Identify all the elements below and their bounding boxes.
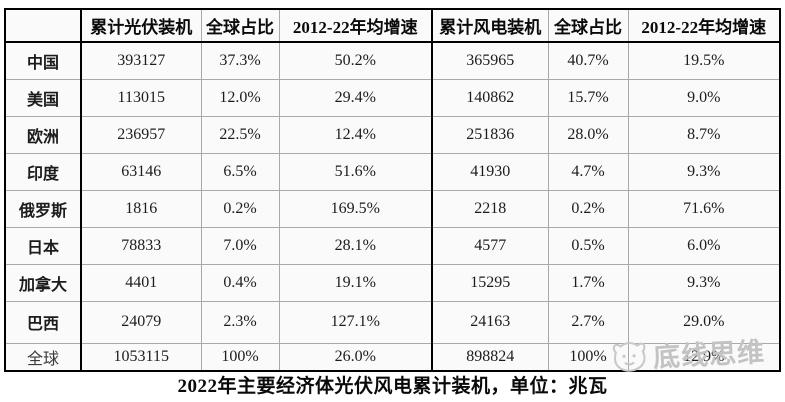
cell-wind-capacity: 140862 xyxy=(431,78,549,117)
cell-wind-growth: 29.0% xyxy=(627,300,781,344)
cell-wind-share: 28.0% xyxy=(547,115,629,154)
row-label: 巴西 xyxy=(4,300,82,344)
cell-pv-share: 6.5% xyxy=(200,152,280,191)
cell-pv-growth: 28.1% xyxy=(278,226,433,265)
cell-pv-share: 0.2% xyxy=(200,189,280,228)
column-header-wind-share: 全球占比 xyxy=(547,8,629,43)
cell-wind-capacity: 365965 xyxy=(431,41,549,80)
cell-wind-share: 0.5% xyxy=(547,226,629,265)
cell-wind-capacity: 251836 xyxy=(431,115,549,154)
cell-wind-share: 15.7% xyxy=(547,78,629,117)
column-header-wind-capacity: 累计风电装机 xyxy=(431,8,549,43)
cell-wind-growth: 19.5% xyxy=(627,41,781,80)
cell-wind-growth: 9.3% xyxy=(627,152,781,191)
cell-pv-growth: 169.5% xyxy=(278,189,433,228)
cell-wind-capacity: 898824 xyxy=(431,342,549,372)
data-table: 累计光伏装机 全球占比 2012-22年均增速 累计风电装机 全球占比 2012… xyxy=(4,8,781,372)
row-label: 中国 xyxy=(4,41,82,80)
cell-wind-share: 2.7% xyxy=(547,300,629,344)
row-label: 欧洲 xyxy=(4,115,82,154)
row-label: 印度 xyxy=(4,152,82,191)
cell-pv-capacity: 24079 xyxy=(80,300,202,344)
cell-wind-capacity: 41930 xyxy=(431,152,549,191)
cell-pv-share: 7.0% xyxy=(200,226,280,265)
table-caption: 2022年主要经济体光伏风电累计装机，单位：兆瓦 xyxy=(177,376,608,397)
cell-pv-capacity: 78833 xyxy=(80,226,202,265)
cell-wind-capacity: 4577 xyxy=(431,226,549,265)
cell-pv-share: 100% xyxy=(200,342,280,372)
table-row-global: 全球 1053115 100% 26.0% 898824 100% 12.9% xyxy=(4,342,781,372)
cell-wind-growth: 71.6% xyxy=(627,189,781,228)
table-row-japan: 日本 78833 7.0% 28.1% 4577 0.5% 6.0% xyxy=(4,226,781,265)
cell-wind-capacity: 2218 xyxy=(431,189,549,228)
cell-pv-share: 12.0% xyxy=(200,78,280,117)
cell-pv-capacity: 63146 xyxy=(80,152,202,191)
cell-pv-growth: 26.0% xyxy=(278,342,433,372)
table-row-china: 中国 393127 37.3% 50.2% 365965 40.7% 19.5% xyxy=(4,41,781,80)
cell-pv-capacity: 236957 xyxy=(80,115,202,154)
row-label: 俄罗斯 xyxy=(4,189,82,228)
cell-wind-growth: 9.0% xyxy=(627,78,781,117)
cell-wind-growth: 12.9% xyxy=(627,342,781,372)
cell-wind-capacity: 15295 xyxy=(431,263,549,302)
table-row-brazil: 巴西 24079 2.3% 127.1% 24163 2.7% 29.0% xyxy=(4,300,781,344)
cell-pv-growth: 29.4% xyxy=(278,78,433,117)
cell-pv-share: 37.3% xyxy=(200,41,280,80)
row-label: 全球 xyxy=(4,342,82,372)
cell-pv-growth: 50.2% xyxy=(278,41,433,80)
cell-wind-growth: 6.0% xyxy=(627,226,781,265)
cell-pv-share: 2.3% xyxy=(200,300,280,344)
cell-pv-growth: 127.1% xyxy=(278,300,433,344)
cell-pv-share: 0.4% xyxy=(200,263,280,302)
header-row: 累计光伏装机 全球占比 2012-22年均增速 累计风电装机 全球占比 2012… xyxy=(4,8,781,43)
cell-pv-capacity: 1053115 xyxy=(80,342,202,372)
cell-pv-growth: 19.1% xyxy=(278,263,433,302)
cell-pv-capacity: 393127 xyxy=(80,41,202,80)
row-label: 加拿大 xyxy=(4,263,82,302)
table-row-russia: 俄罗斯 1816 0.2% 169.5% 2218 0.2% 71.6% xyxy=(4,189,781,228)
table-row-europe: 欧洲 236957 22.5% 12.4% 251836 28.0% 8.7% xyxy=(4,115,781,154)
cell-wind-capacity: 24163 xyxy=(431,300,549,344)
table-row-usa: 美国 113015 12.0% 29.4% 140862 15.7% 9.0% xyxy=(4,78,781,117)
column-header-wind-growth: 2012-22年均增速 xyxy=(627,8,781,43)
row-label: 日本 xyxy=(4,226,82,265)
cell-pv-capacity: 113015 xyxy=(80,78,202,117)
row-label: 美国 xyxy=(4,78,82,117)
cell-wind-growth: 8.7% xyxy=(627,115,781,154)
cell-wind-share: 4.7% xyxy=(547,152,629,191)
table-row-canada: 加拿大 4401 0.4% 19.1% 15295 1.7% 9.3% xyxy=(4,263,781,302)
corner-cell xyxy=(4,8,82,43)
column-header-pv-capacity: 累计光伏装机 xyxy=(80,8,202,43)
cell-wind-share: 0.2% xyxy=(547,189,629,228)
cell-pv-capacity: 1816 xyxy=(80,189,202,228)
column-header-pv-share: 全球占比 xyxy=(200,8,280,43)
cell-wind-share: 1.7% xyxy=(547,263,629,302)
cell-pv-capacity: 4401 xyxy=(80,263,202,302)
cell-pv-growth: 12.4% xyxy=(278,115,433,154)
cell-pv-growth: 51.6% xyxy=(278,152,433,191)
cell-pv-share: 22.5% xyxy=(200,115,280,154)
column-header-pv-growth: 2012-22年均增速 xyxy=(278,8,433,43)
table-row-india: 印度 63146 6.5% 51.6% 41930 4.7% 9.3% xyxy=(4,152,781,191)
cell-wind-growth: 9.3% xyxy=(627,263,781,302)
cell-wind-share: 100% xyxy=(547,342,629,372)
cell-wind-share: 40.7% xyxy=(547,41,629,80)
